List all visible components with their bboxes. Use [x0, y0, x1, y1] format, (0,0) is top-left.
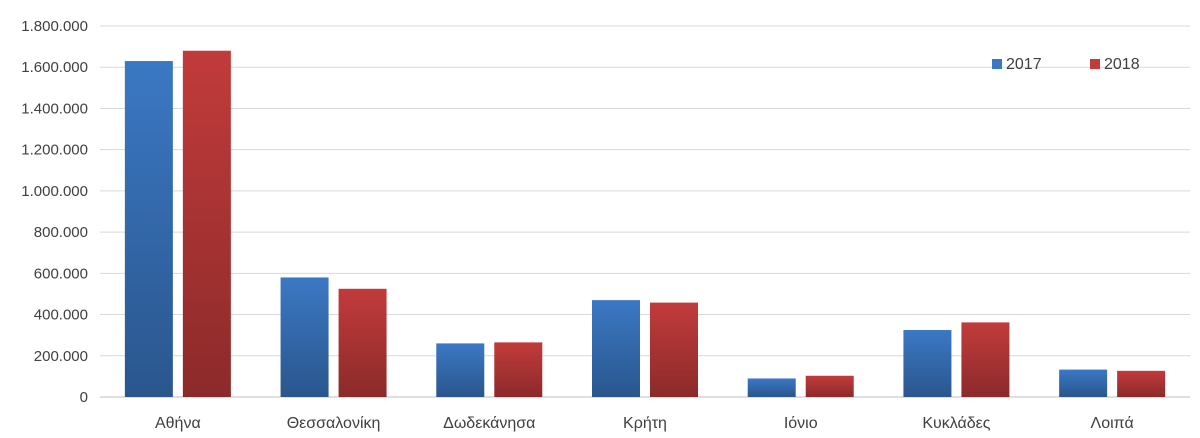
x-category-label: Θεσσαλονίκη — [287, 415, 381, 432]
y-axis-ticks: 0 200.000 400.000 600.000 800.000 1.000.000 1.… — [21, 18, 88, 406]
legend-label-2017: 2017 — [1006, 56, 1042, 73]
bar-2018-1 — [338, 288, 387, 397]
y-tick-label: 1.200.000 — [21, 142, 88, 159]
bar-2017-4 — [747, 378, 796, 397]
x-category-label: Αθήνα — [155, 415, 201, 432]
legend-label-2018: 2018 — [1104, 56, 1140, 73]
x-axis-labels: Αθήνα Θεσσαλονίκη Δωδεκάνησα Κρήτη Ιόνιο Κυκλ… — [155, 415, 1134, 432]
bar-2018-5 — [961, 322, 1010, 397]
y-tick-label: 1.800.000 — [21, 18, 88, 35]
bar-2018-2 — [494, 342, 543, 397]
x-category-label: Κρήτη — [623, 415, 667, 432]
y-tick-label: 1.600.000 — [21, 59, 88, 76]
bar-2018-6 — [1117, 370, 1166, 397]
bar-2018-4 — [805, 375, 854, 397]
x-category-label: Δωδεκάνησα — [443, 415, 535, 432]
y-tick-label: 200.000 — [34, 348, 88, 365]
bar-2017-6 — [1059, 369, 1108, 397]
bar-2017-0 — [124, 61, 173, 398]
y-tick-label: 0 — [80, 389, 88, 406]
gridlines — [100, 25, 1190, 398]
y-tick-label: 1.400.000 — [21, 100, 88, 117]
bar-2017-2 — [436, 343, 485, 397]
bar-2018-3 — [650, 302, 698, 397]
y-tick-label: 800.000 — [34, 224, 88, 241]
y-tick-label: 400.000 — [34, 307, 88, 324]
y-tick-label: 1.000.000 — [21, 183, 88, 200]
x-category-label: Κυκλάδες — [922, 415, 990, 432]
legend-swatch-2017 — [992, 59, 1002, 69]
y-tick-label: 600.000 — [34, 265, 88, 282]
x-category-label: Ιόνιο — [784, 415, 818, 432]
legend-swatch-2018 — [1090, 59, 1100, 69]
bar-2017-1 — [280, 277, 329, 397]
x-category-label: Λοιπά — [1091, 415, 1134, 432]
bars — [124, 50, 1166, 398]
bar-2017-3 — [592, 300, 640, 397]
bar-2018-0 — [182, 50, 231, 397]
bar-2017-5 — [903, 330, 952, 397]
legend: 2017 2018 — [992, 56, 1140, 73]
